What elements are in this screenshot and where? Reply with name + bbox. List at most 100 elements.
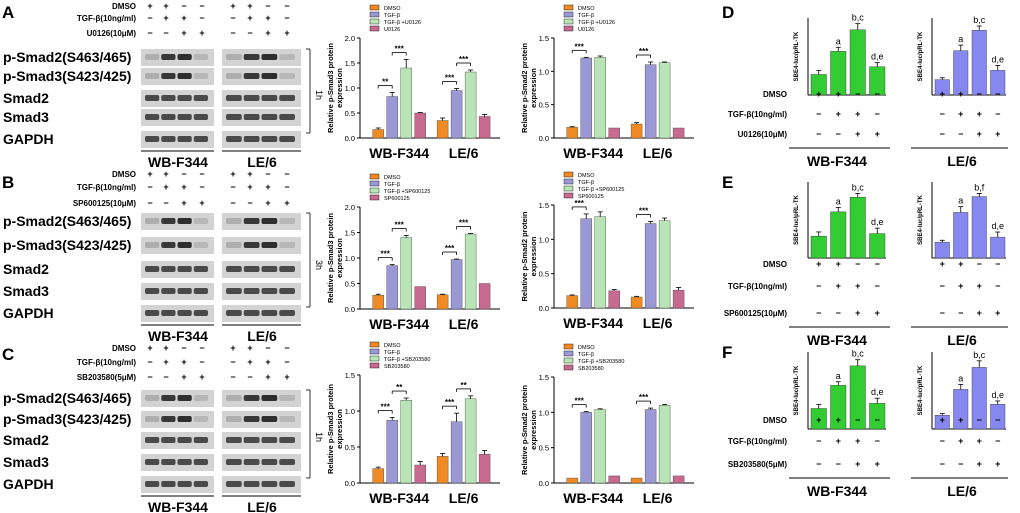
legend-swatch: [563, 18, 574, 25]
blot-band: [261, 95, 278, 101]
blot-band: [243, 95, 260, 101]
y-tick-label: 1.0: [539, 235, 549, 244]
blot-band: [261, 266, 278, 272]
treatment-mark: +: [977, 436, 982, 446]
cell-line-label: WB-F344: [148, 154, 208, 170]
blot-row-label: p-Smad3(S423/425): [3, 411, 131, 427]
treatment-mark: +: [836, 89, 841, 99]
legend-entry: TGF-β: [384, 13, 400, 19]
blot-band: [279, 242, 295, 248]
blot-band: [161, 481, 176, 487]
treatment-mark: +: [265, 28, 270, 38]
sig-label: ***: [395, 45, 405, 54]
bar: [580, 57, 592, 139]
treatment-mark: +: [163, 357, 168, 367]
treatment-mark: +: [163, 169, 168, 179]
treatment-mark: +: [199, 28, 204, 38]
treatment-mark: −: [265, 169, 270, 179]
treatment-label: SB203580(5μM): [77, 373, 136, 382]
bar: [971, 30, 987, 96]
y-tick-label: 0.0: [345, 134, 355, 143]
bar: [658, 405, 671, 484]
blot-row-label: Smad3: [3, 109, 49, 125]
bar: [990, 236, 1006, 259]
y-tick-label: 1.5: [345, 59, 355, 68]
blot-band: [279, 310, 295, 316]
bar: [830, 211, 847, 259]
treatment-mark: −: [816, 129, 821, 139]
legend-entry: SP600125: [384, 196, 410, 202]
y-tick-label: 1.5: [539, 34, 549, 43]
blot-band: [226, 416, 242, 422]
blot-band: [145, 73, 160, 79]
y-tick-label: 0.5: [539, 101, 549, 110]
treatment-label: SP600125(10μM): [73, 199, 136, 208]
blot-band: [226, 481, 242, 487]
blot-band: [177, 481, 192, 487]
y-tick-label: 2.0: [345, 203, 355, 212]
bar: [400, 400, 412, 484]
blot-band: [161, 73, 176, 79]
chart-C-smad2: 0.0 0.5 1.0 1.5 Relative p-Smad2 protein expr…: [520, 343, 694, 506]
legend-swatch: [563, 25, 574, 32]
significance-letter: b,c: [973, 15, 986, 25]
treatment-mark: +: [199, 198, 204, 208]
legend-entry: TGF-β +SP600125: [384, 189, 430, 195]
treatment-mark: +: [855, 129, 860, 139]
panel-letter: E: [722, 173, 733, 192]
treatment-mark: −: [181, 1, 186, 11]
treatment-mark: +: [836, 436, 841, 446]
blot-band: [279, 459, 295, 465]
blot-band: [161, 416, 176, 422]
y-axis-label: Relative p-Smad3 protein: [326, 213, 335, 303]
significance-letter: b,c: [852, 13, 865, 23]
reporter-panel-E: E SBE4-luc/pRL-TK a b,c d,e SBE4-luc/pRL-TK a b…: [722, 173, 1008, 348]
blot-band: [161, 136, 176, 142]
treatment-mark: +: [265, 13, 270, 23]
treatment-mark: −: [940, 436, 945, 446]
y-tick-label: 0.5: [539, 444, 549, 453]
treatment-mark: +: [958, 89, 963, 99]
legend-swatch: [369, 355, 380, 362]
y-axis-label: expression: [529, 236, 538, 276]
blot-band: [161, 437, 176, 443]
bar: [372, 468, 384, 484]
legend-swatch: [563, 178, 574, 185]
blot-band: [145, 54, 160, 60]
blot-band: [226, 242, 242, 248]
legend-entry: TGF-β +SP600125: [578, 187, 624, 193]
bar: [580, 218, 592, 309]
blot-band: [145, 459, 160, 465]
sig-label: ***: [445, 244, 455, 253]
sig-label: **: [460, 381, 467, 390]
blot-band: [279, 437, 295, 443]
legend-entry: DMSO: [578, 345, 595, 351]
y-tick-label: 1.5: [539, 373, 549, 382]
bar: [566, 127, 578, 139]
legend-entry: TGF-β +SB203580: [578, 359, 624, 365]
treatment-label: TGF-β(10ng/ml): [77, 358, 136, 367]
treatment-mark: −: [199, 182, 204, 192]
bar: [869, 233, 886, 259]
treatment-mark: +: [265, 182, 270, 192]
cell-line-label: LE/6: [947, 483, 977, 499]
significance-letter: d,e: [871, 217, 884, 227]
treatment-mark: +: [816, 259, 821, 269]
treatment-mark: −: [875, 89, 880, 99]
legend-swatch: [369, 11, 380, 18]
blot-band: [177, 395, 192, 401]
legend-entry: TGF-β: [578, 352, 594, 358]
legend-entry: DMSO: [578, 6, 595, 12]
blot-band: [161, 95, 176, 101]
blot-band: [177, 310, 192, 316]
blot-band: [261, 218, 278, 224]
blot-band: [279, 136, 295, 142]
blot-band: [243, 136, 260, 142]
blot-band: [193, 266, 208, 272]
blot-band: [261, 136, 278, 142]
blot-band: [177, 288, 192, 294]
treatment-mark: +: [977, 308, 982, 318]
blot-band: [261, 288, 278, 294]
treatment-label: DMSO: [763, 90, 787, 99]
